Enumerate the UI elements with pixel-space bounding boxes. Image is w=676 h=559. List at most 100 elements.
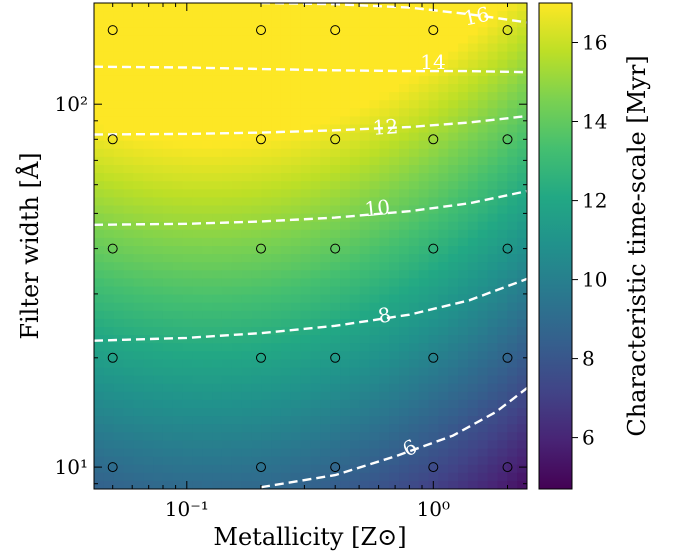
heatmap-cell <box>428 472 440 482</box>
heatmap-cell <box>349 3 361 12</box>
heatmap-cell <box>221 197 233 207</box>
heatmap-cell <box>153 59 164 69</box>
heatmap-cell <box>438 197 449 207</box>
heatmap-cell <box>438 205 449 215</box>
heatmap-cell <box>487 254 499 263</box>
heatmap-cell <box>251 448 262 458</box>
heatmap-cell <box>369 189 380 198</box>
heatmap-cell <box>123 84 134 93</box>
heatmap-cell <box>212 416 223 425</box>
heatmap-cell <box>212 27 223 36</box>
heatmap-cell <box>448 383 459 393</box>
heatmap-cell <box>133 310 144 320</box>
heatmap-cell <box>310 124 321 134</box>
heatmap-cell <box>517 318 527 328</box>
heatmap-cell <box>300 318 312 328</box>
heatmap-cell <box>182 237 194 247</box>
heatmap-cell <box>517 156 527 166</box>
heatmap-cell <box>438 254 449 263</box>
heatmap-cell <box>389 302 400 312</box>
heatmap-cell <box>162 383 174 393</box>
heatmap-cell <box>113 432 125 441</box>
heatmap-cell <box>379 100 390 109</box>
heatmap-cell <box>221 408 233 417</box>
heatmap-cell <box>172 472 184 482</box>
heatmap-cell <box>467 262 479 271</box>
heatmap-cell <box>290 351 302 360</box>
heatmap-cell <box>94 173 105 182</box>
heatmap-cell <box>103 383 115 393</box>
heatmap-cell <box>113 399 125 409</box>
heatmap-cell <box>172 116 184 126</box>
heatmap-cell <box>428 27 440 36</box>
heatmap-cell <box>359 246 371 255</box>
heatmap-cell <box>241 440 253 450</box>
heatmap-cell <box>290 92 302 101</box>
heatmap-cell <box>418 464 430 474</box>
heatmap-cell <box>310 383 321 393</box>
heatmap-cell <box>340 327 351 336</box>
heatmap-cell <box>467 318 479 328</box>
heatmap-cell <box>261 237 272 247</box>
heatmap-cell <box>477 254 489 263</box>
heatmap-cell <box>458 165 469 174</box>
heatmap-cell <box>192 11 203 20</box>
heatmap-cell <box>162 116 174 126</box>
heatmap-cell <box>172 254 184 263</box>
heatmap-cell <box>448 246 459 255</box>
heatmap-cell <box>448 51 459 61</box>
heatmap-cell <box>389 67 400 77</box>
heatmap-cell <box>467 472 479 482</box>
heatmap-cell <box>123 11 134 20</box>
heatmap-cell <box>458 246 469 255</box>
heatmap-cell <box>271 456 282 466</box>
heatmap-cell <box>143 448 154 458</box>
heatmap-cell <box>133 383 144 393</box>
heatmap-cell <box>103 108 115 117</box>
heatmap-cell <box>182 221 194 231</box>
heatmap-cell <box>349 221 361 231</box>
heatmap-cell <box>477 448 489 458</box>
heatmap-cell <box>448 270 459 279</box>
heatmap-cell <box>133 221 144 231</box>
heatmap-cell <box>408 432 420 441</box>
heatmap-cell <box>349 165 361 174</box>
heatmap-cell <box>182 132 194 142</box>
heatmap-cell <box>172 197 184 207</box>
heatmap-cell <box>153 237 164 247</box>
heatmap-cell <box>458 310 469 320</box>
heatmap-cell <box>261 75 272 85</box>
heatmap-cell <box>133 359 144 369</box>
heatmap-cell <box>241 254 253 263</box>
heatmap-cell <box>349 254 361 263</box>
heatmap-cell <box>399 351 410 360</box>
heatmap-cell <box>389 132 400 142</box>
heatmap-cell <box>143 92 154 101</box>
heatmap-cell <box>192 108 203 117</box>
heatmap-cell <box>458 148 469 158</box>
heatmap-cell <box>359 302 371 312</box>
heatmap-cell <box>251 75 262 85</box>
heatmap-cell <box>162 3 174 12</box>
heatmap-cell <box>359 416 371 425</box>
heatmap-cell <box>172 84 184 93</box>
heatmap-cell <box>94 124 105 134</box>
heatmap-cell <box>290 318 302 328</box>
heatmap-cell <box>487 351 499 360</box>
heatmap-cell <box>379 278 390 288</box>
heatmap-cell <box>507 229 518 239</box>
heatmap-cell <box>467 132 479 142</box>
heatmap-cell <box>153 75 164 85</box>
heatmap-cell <box>477 424 489 433</box>
heatmap-cell <box>94 213 105 223</box>
heatmap-cell <box>517 456 527 466</box>
heatmap-cell <box>231 254 243 263</box>
heatmap-cell <box>458 173 469 182</box>
heatmap-cell <box>94 254 105 263</box>
heatmap-cell <box>458 92 469 101</box>
heatmap-cell <box>369 181 380 190</box>
heatmap-cell <box>280 351 292 360</box>
heatmap-cell <box>517 148 527 158</box>
heatmap-cell <box>359 92 371 101</box>
heatmap-cell <box>271 189 282 198</box>
